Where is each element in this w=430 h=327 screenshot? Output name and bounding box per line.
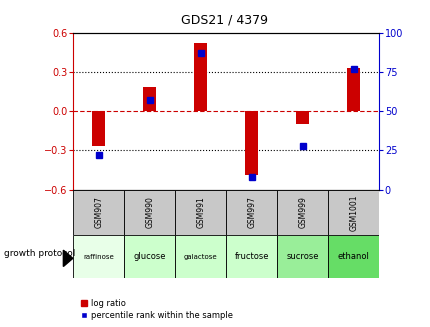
Bar — [328, 235, 378, 278]
Bar — [124, 190, 175, 235]
Bar — [328, 190, 378, 235]
Legend: log ratio, percentile rank within the sample: log ratio, percentile rank within the sa… — [77, 296, 236, 323]
Bar — [245, 111, 258, 175]
Text: GSM907: GSM907 — [94, 197, 103, 229]
Text: fructose: fructose — [234, 252, 268, 261]
Bar — [143, 87, 156, 111]
Bar — [347, 68, 359, 111]
Text: GSM991: GSM991 — [196, 197, 205, 229]
Text: GSM997: GSM997 — [247, 197, 256, 229]
Bar — [276, 235, 328, 278]
Bar — [124, 235, 175, 278]
Text: GSM990: GSM990 — [145, 197, 154, 229]
Bar — [194, 43, 207, 111]
Bar — [296, 111, 308, 124]
Text: sucrose: sucrose — [286, 252, 318, 261]
Text: GDS21 / 4379: GDS21 / 4379 — [180, 13, 267, 26]
Bar — [226, 235, 276, 278]
Bar — [276, 190, 328, 235]
Bar — [175, 235, 226, 278]
Bar — [92, 111, 105, 146]
Bar — [175, 190, 226, 235]
Text: ethanol: ethanol — [337, 252, 369, 261]
Text: galactose: galactose — [184, 254, 217, 260]
Bar — [73, 235, 124, 278]
Text: GSM999: GSM999 — [298, 197, 307, 229]
Text: growth protocol: growth protocol — [4, 249, 76, 258]
Text: GSM1001: GSM1001 — [348, 194, 357, 231]
Bar — [226, 190, 276, 235]
Text: raffinose: raffinose — [83, 254, 114, 260]
Bar — [73, 190, 124, 235]
Text: glucose: glucose — [133, 252, 166, 261]
Polygon shape — [63, 250, 73, 267]
